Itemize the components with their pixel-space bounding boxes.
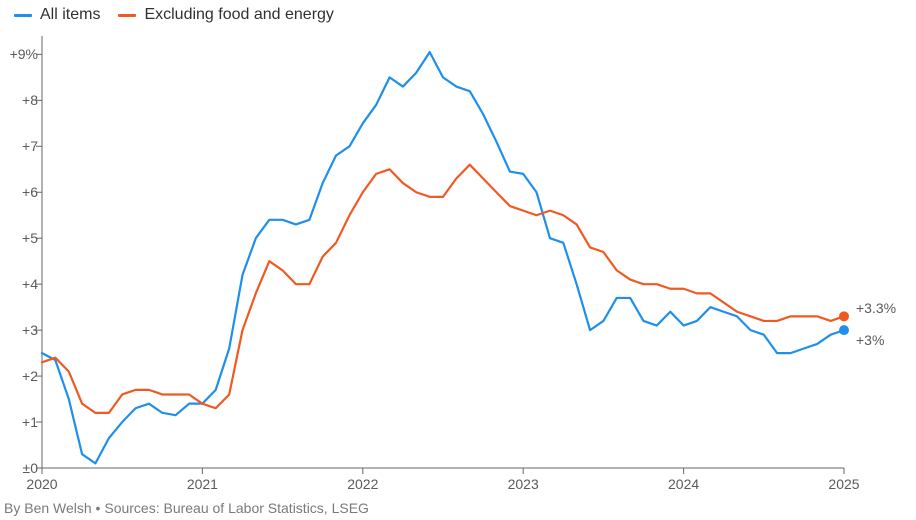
chart-container: All items Excluding food and energy ±0 +1… [0,0,916,520]
legend: All items Excluding food and energy [14,6,334,24]
series-end-label: +3% [856,332,884,348]
y-tick-label: +5 [4,230,38,246]
y-tick-label: +1 [4,414,38,430]
legend-swatch [118,14,136,17]
y-tick-label: +6 [4,184,38,200]
y-tick-label: +9% [4,46,38,62]
series-line [42,165,844,413]
x-tick-label: 2021 [187,476,218,492]
series-end-marker [839,325,849,335]
legend-label: All items [40,6,100,24]
series-end-label: +3.3% [856,300,896,316]
y-tick-label: +7 [4,138,38,154]
x-tick-label: 2020 [26,476,57,492]
y-tick-label: +2 [4,368,38,384]
x-tick-label: 2022 [347,476,378,492]
source-line: By Ben Welsh • Sources: Bureau of Labor … [4,500,369,516]
legend-label: Excluding food and energy [144,6,333,24]
legend-item-core: Excluding food and energy [118,6,333,24]
legend-item-all-items: All items [14,6,100,24]
y-tick-label: ±0 [4,460,38,476]
y-tick-label: +8 [4,92,38,108]
y-tick-label: +4 [4,276,38,292]
y-tick-label: +3 [4,322,38,338]
x-tick-label: 2025 [828,476,859,492]
x-tick-label: 2024 [668,476,699,492]
plot-svg [42,36,844,468]
legend-swatch [14,14,32,17]
x-tick-label: 2023 [508,476,539,492]
series-line [42,52,844,463]
series-end-marker [839,311,849,321]
plot-area [42,36,844,468]
